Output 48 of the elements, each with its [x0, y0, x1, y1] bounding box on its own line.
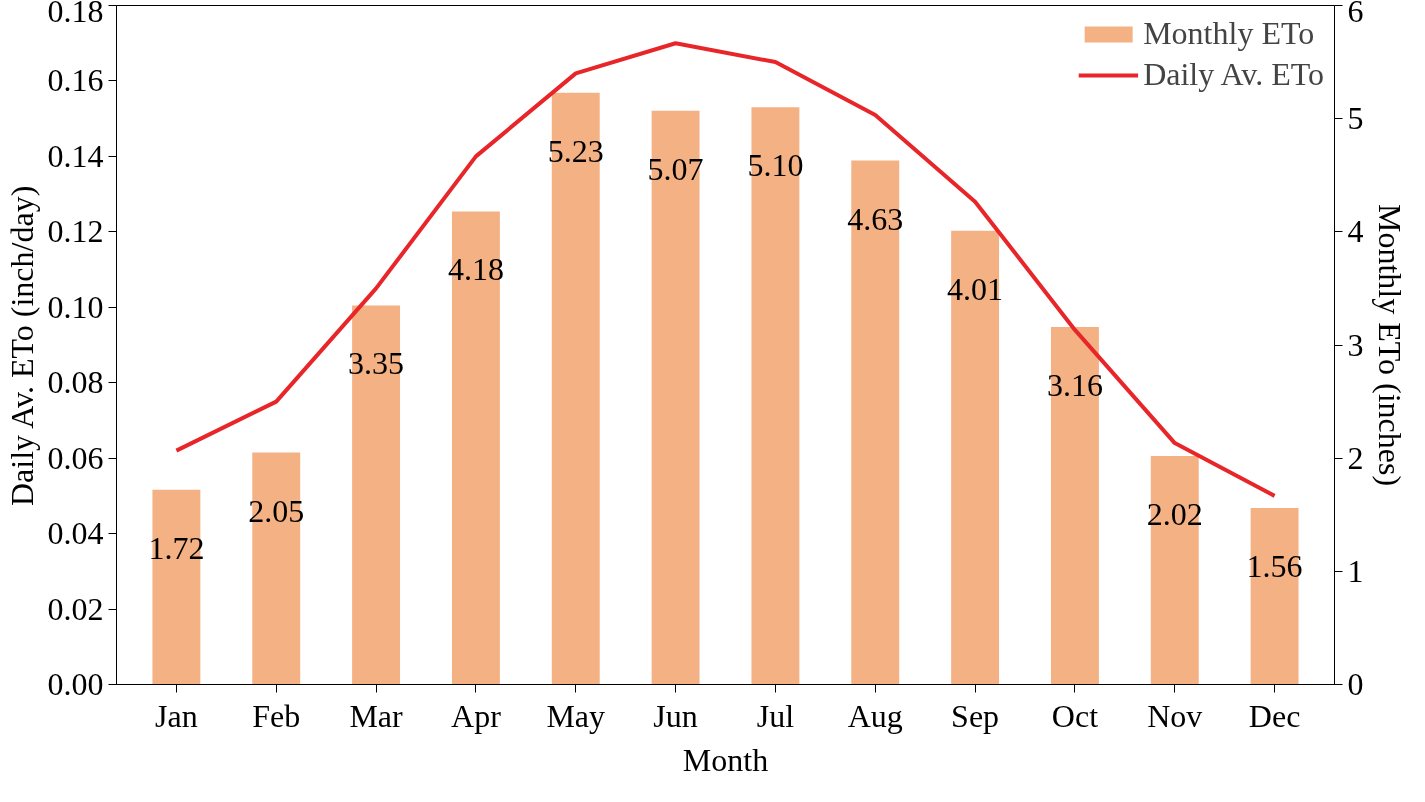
data-label: 4.01 [947, 270, 1004, 307]
x-tick-label: Feb [252, 697, 301, 734]
x-tick-label: Mar [349, 697, 404, 734]
x-tick-label: Sep [951, 697, 1000, 734]
data-label: 4.18 [447, 251, 504, 288]
data-label: 5.23 [547, 132, 604, 169]
y2-tick-label: 0 [1347, 666, 1364, 702]
x-tick-label: May [546, 697, 606, 734]
y-tick-label: 0.00 [47, 666, 104, 702]
x-tick-label: Oct [1051, 697, 1099, 734]
y-tick-label: 0.08 [47, 364, 104, 401]
y2-axis-title: Monthly ETo (inches) [1371, 203, 1408, 487]
y-tick-label: 0.16 [47, 62, 104, 99]
data-label: 3.16 [1046, 366, 1103, 403]
bar [152, 489, 201, 685]
data-label: 1.56 [1246, 547, 1303, 584]
data-label: 5.10 [747, 147, 804, 184]
y-tick-label: 0.12 [47, 213, 104, 250]
y-tick-label: 0.14 [47, 137, 104, 174]
data-label: 5.07 [647, 150, 704, 187]
y2-tick-label: 2 [1347, 439, 1364, 476]
legend-label: Daily Av. ETo [1143, 56, 1324, 93]
y-axis-title: Daily Av. ETo (inch/day) [3, 185, 40, 507]
x-tick-label: Jul [756, 697, 795, 734]
bar [1150, 455, 1199, 685]
data-label: 2.05 [248, 492, 305, 529]
x-axis-title: Month [682, 741, 769, 778]
x-tick-label: Dec [1248, 697, 1301, 734]
y2-tick-label: 6 [1347, 0, 1364, 29]
x-tick-label: Apr [451, 697, 502, 734]
y-tick-label: 0.04 [47, 515, 104, 552]
y-tick-label: 0.10 [47, 288, 104, 325]
data-label: 2.02 [1146, 495, 1203, 532]
y-tick-label: 0.02 [47, 590, 104, 627]
y-tick-label: 0.06 [47, 439, 104, 476]
x-tick-label: Nov [1147, 697, 1203, 734]
y2-tick-label: 1 [1347, 552, 1364, 589]
y-tick-label: 0.18 [47, 0, 104, 29]
data-label: 4.63 [847, 200, 904, 237]
y2-tick-label: 3 [1347, 326, 1364, 363]
x-tick-label: Aug [847, 697, 903, 734]
x-tick-label: Jan [155, 697, 198, 734]
data-label: 1.72 [148, 529, 205, 566]
legend-label: Monthly ETo [1143, 15, 1315, 52]
y2-tick-label: 5 [1347, 100, 1364, 137]
x-tick-label: Jun [653, 697, 698, 734]
data-label: 3.35 [348, 345, 405, 382]
y2-tick-label: 4 [1347, 213, 1364, 250]
